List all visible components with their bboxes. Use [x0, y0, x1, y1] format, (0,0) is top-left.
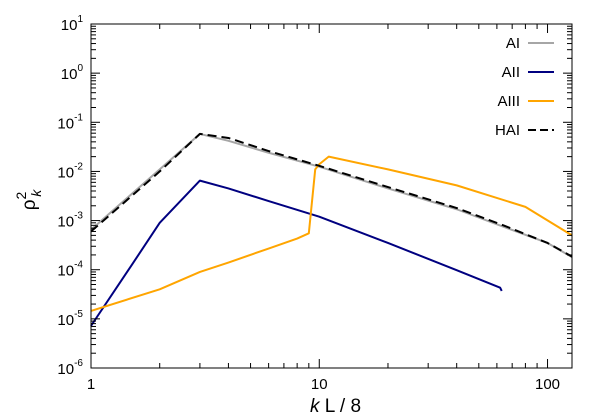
- major-ticks: [90, 23, 572, 369]
- y-tick-label: 10-4: [57, 260, 83, 280]
- y-tick-label: 100: [61, 63, 84, 83]
- series-line-aiii: [90, 155, 573, 312]
- legend-label-aiii: AIII: [497, 93, 520, 110]
- legend-label-aii: AII: [502, 64, 520, 81]
- y-tick-label: 10-6: [57, 358, 83, 378]
- series-layer: [90, 132, 573, 327]
- series-line-hai: [90, 132, 573, 258]
- y-tick-label: 10-3: [57, 211, 83, 231]
- y-tick-label: 10-5: [57, 309, 83, 329]
- minor-ticks: [91, 24, 572, 368]
- legend-label-hai: HAI: [495, 122, 520, 139]
- x-tick-label: 100: [535, 376, 560, 393]
- plot-frame: [90, 23, 573, 369]
- y-axis-title: ρ2k: [13, 189, 44, 211]
- x-tick-label: 1: [87, 376, 95, 393]
- legend-label-ai: AI: [506, 35, 520, 52]
- y-tick-labels: 10-6 10-5 10-4 10-3 10-2 10-1 100 101: [57, 14, 83, 378]
- series-line-aii: [90, 179, 503, 327]
- x-tick-label: 10: [311, 376, 328, 393]
- axis-titles: k L / 8 ρ2k: [13, 189, 361, 417]
- y-tick-label: 101: [61, 14, 84, 34]
- legend: AI AII AIII HAI: [495, 35, 554, 139]
- x-tick-labels: 1 10 100: [87, 376, 560, 393]
- x-axis-title: k L / 8: [310, 396, 361, 417]
- series-line-ai: [90, 132, 573, 259]
- y-tick-label: 10-1: [57, 112, 83, 132]
- y-tick-label: 10-2: [57, 161, 83, 181]
